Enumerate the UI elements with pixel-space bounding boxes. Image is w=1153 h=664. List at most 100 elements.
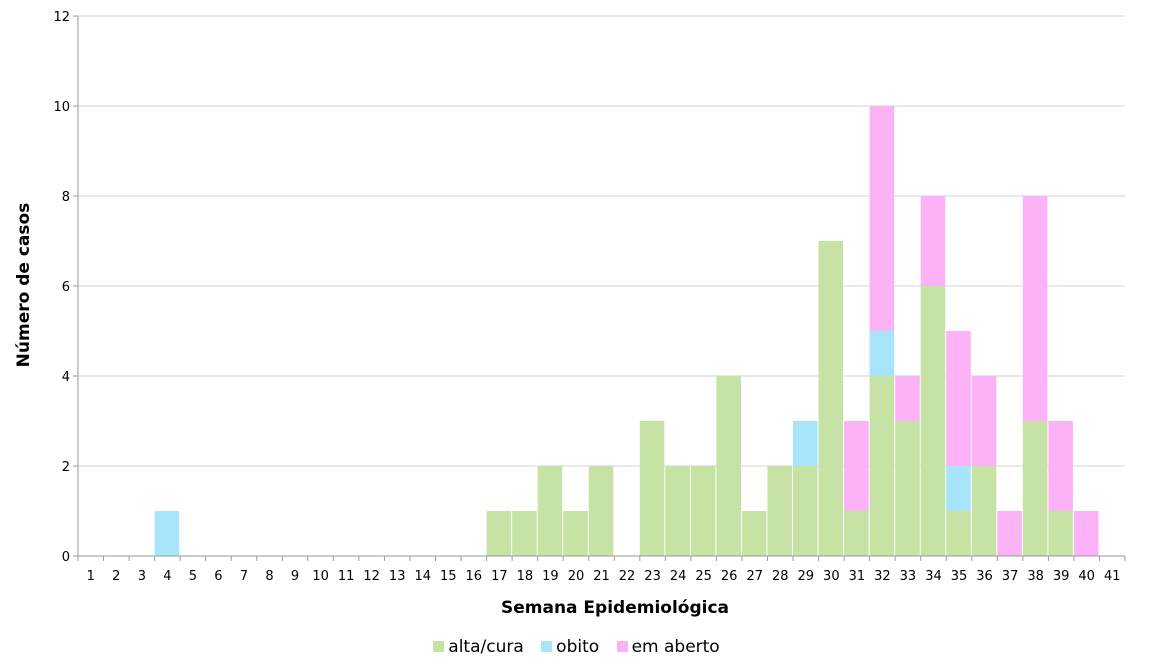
bar-segment-em-aberto [1073,511,1099,556]
bar-segment-alta-cura [895,421,920,556]
bar-segment-em-aberto [1048,421,1073,511]
x-tick-label: 28 [772,569,789,584]
x-tick-label: 39 [1053,569,1070,584]
bar-segment-em-aberto [869,106,895,331]
x-tick-label: 38 [1027,569,1044,584]
x-tick-label: 40 [1078,569,1095,584]
bar-segment-em-aberto [844,421,869,511]
x-axis-title: Semana Epidemiológica [501,598,729,618]
x-tick-label: 33 [900,569,917,584]
bar-segment-em-aberto [895,376,920,421]
bar-segment-obito [154,511,180,556]
y-axis-title: Número de casos [14,203,34,368]
x-tick-label: 8 [265,569,273,584]
y-tick-label: 8 [62,190,70,205]
x-tick-label: 15 [440,569,457,584]
x-tick-label: 10 [312,569,329,584]
legend-label-obito: obito [556,637,600,657]
y-tick-label: 6 [62,280,70,295]
bar-segment-alta-cura [741,511,767,556]
bar-segment-alta-cura [971,466,997,556]
bars [154,106,1099,556]
bar-segment-alta-cura [588,466,614,556]
bar-segment-alta-cura [869,376,895,556]
bar-segment-alta-cura [690,466,716,556]
y-tick-labels: 0 2 4 6 8 10 12 [53,10,70,565]
bar-segment-em-aberto [920,196,946,286]
x-tick-label: 19 [542,569,559,584]
bar-segment-alta-cura [716,376,741,556]
x-tick-label: 30 [823,569,840,584]
y-tick-label: 4 [62,370,70,385]
bar-segment-obito [793,421,818,466]
bar-segment-alta-cura [1022,421,1048,556]
x-tick-label: 34 [925,569,942,584]
x-tick-label: 2 [112,569,120,584]
x-tick-label: 31 [849,569,866,584]
legend-swatch-obito [541,641,553,652]
bar-segment-alta-cura [563,511,588,556]
x-tick-label: 36 [976,569,993,584]
x-tick-label: 27 [746,569,763,584]
x-tick-label: 1 [87,569,95,584]
bar-segment-obito [869,331,895,376]
legend-swatch-alta-cura [433,641,445,652]
x-tick-label: 5 [189,569,197,584]
bar-segment-em-aberto [946,331,971,466]
x-tick-label: 41 [1104,569,1121,584]
x-tick-label: 24 [670,569,687,584]
bar-segment-alta-cura [665,466,690,556]
x-tick-label: 18 [517,569,534,584]
x-tick-label: 21 [593,569,610,584]
legend: alta/cura obito em aberto [0,637,1153,657]
bar-segment-alta-cura [946,511,971,556]
x-tick-label: 26 [721,569,738,584]
x-tick-label: 11 [338,569,355,584]
bar-segment-alta-cura [844,511,869,556]
bar-segment-alta-cura [920,286,946,556]
legend-item-alta-cura: alta/cura [433,637,524,657]
bar-segment-alta-cura [512,511,537,556]
x-tick-label: 7 [240,569,248,584]
x-tick-label: 9 [291,569,299,584]
y-tick-label: 2 [62,460,70,475]
x-tick-labels: 1 2 3 4 5 6 7 8 9 10 11 12 13 14 15 16 17 18 19 20 21 22 23 24 2… [87,569,1121,584]
bar-segment-em-aberto [1022,196,1048,421]
y-tick-label: 12 [53,10,70,25]
x-tick-label: 35 [951,569,968,584]
x-tick-label: 14 [414,569,431,584]
x-tick-label: 3 [138,569,146,584]
legend-item-obito: obito [541,637,599,657]
x-tick-label: 20 [568,569,585,584]
legend-label-alta-cura: alta/cura [448,637,524,657]
bar-segment-alta-cura [486,511,512,556]
bar-segment-alta-cura [767,466,793,556]
bar-segment-em-aberto [971,376,997,466]
y-tick-label: 10 [53,100,70,115]
x-tick-label: 32 [874,569,891,584]
bar-segment-alta-cura [537,466,563,556]
legend-swatch-em-aberto [616,641,628,652]
axes [73,15,1126,561]
bar-segment-obito [946,466,971,511]
bar-segment-alta-cura [818,241,844,556]
x-tick-label: 22 [619,569,636,584]
x-tick-label: 29 [798,569,815,584]
x-tick-label: 12 [363,569,380,584]
x-tick-label: 16 [466,569,483,584]
x-tick-label: 37 [1002,569,1019,584]
legend-item-em-aberto: em aberto [616,637,720,657]
bar-segment-alta-cura [1048,511,1073,556]
x-tick-label: 13 [389,569,406,584]
x-tick-label: 4 [163,569,171,584]
x-tick-label: 6 [214,569,222,584]
x-tick-label: 25 [695,569,712,584]
bar-segment-alta-cura [639,421,665,556]
x-tick-label: 17 [491,569,508,584]
legend-label-em-aberto: em aberto [631,637,720,657]
y-tick-label: 0 [62,550,70,565]
x-tick-label: 23 [644,569,661,584]
bar-segment-alta-cura [793,466,818,556]
bar-segment-em-aberto [997,511,1022,556]
